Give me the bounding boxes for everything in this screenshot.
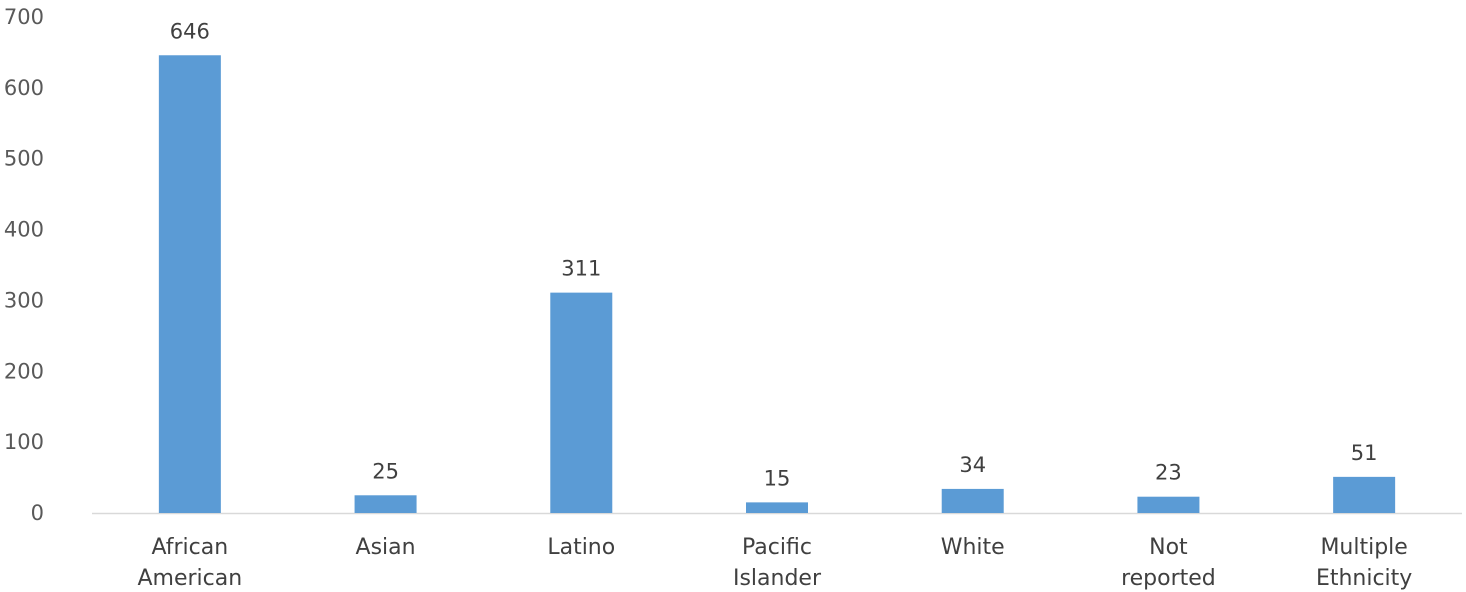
y-tick-label-700: 700	[4, 5, 44, 29]
y-tick-label-300: 300	[4, 288, 44, 312]
category-label-5-line-1: reported	[1121, 566, 1216, 591]
category-label-6-line-0: Multiple	[1320, 535, 1407, 560]
bar-4	[941, 488, 1004, 513]
data-label-4: 34	[959, 453, 986, 477]
category-label-2-line-0: Latino	[547, 535, 615, 560]
data-label-1: 25	[372, 459, 399, 483]
category-label-1-line-0: Asian	[356, 535, 416, 560]
y-axis: 0 100 200 300 400 500 600 700	[4, 5, 44, 525]
x-axis: African American Asian Latino Pacific Islande…	[138, 535, 1413, 591]
y-tick-label-600: 600	[4, 76, 44, 100]
y-tick-label-100: 100	[4, 430, 44, 454]
data-labels: 646 25 311 15 34 23 51	[170, 19, 1378, 490]
category-label-3-line-0: Pacific	[742, 535, 812, 560]
y-tick-label-400: 400	[4, 218, 44, 242]
bar-6	[1333, 476, 1396, 513]
category-label-0-line-1: American	[138, 566, 243, 591]
category-label-4-line-0: White	[941, 535, 1005, 560]
data-label-6: 51	[1351, 441, 1378, 465]
bar-1	[354, 495, 417, 513]
bars	[158, 55, 1396, 514]
y-tick-label-500: 500	[4, 147, 44, 171]
data-label-2: 311	[561, 257, 601, 281]
y-tick-label-0: 0	[31, 501, 44, 525]
category-label-0-line-0: African	[152, 535, 229, 560]
y-tick-label-200: 200	[4, 359, 44, 383]
data-label-3: 15	[764, 466, 791, 490]
bar-3	[746, 502, 808, 513]
data-label-0: 646	[170, 19, 210, 43]
category-label-3-line-1: Islander	[733, 566, 822, 591]
bar-2	[550, 292, 613, 513]
category-label-5-line-0: Not	[1149, 535, 1188, 560]
category-label-6-line-1: Ethnicity	[1316, 566, 1412, 591]
bar-5	[1137, 496, 1200, 513]
data-label-5: 23	[1155, 461, 1182, 485]
bar-0	[158, 55, 221, 514]
